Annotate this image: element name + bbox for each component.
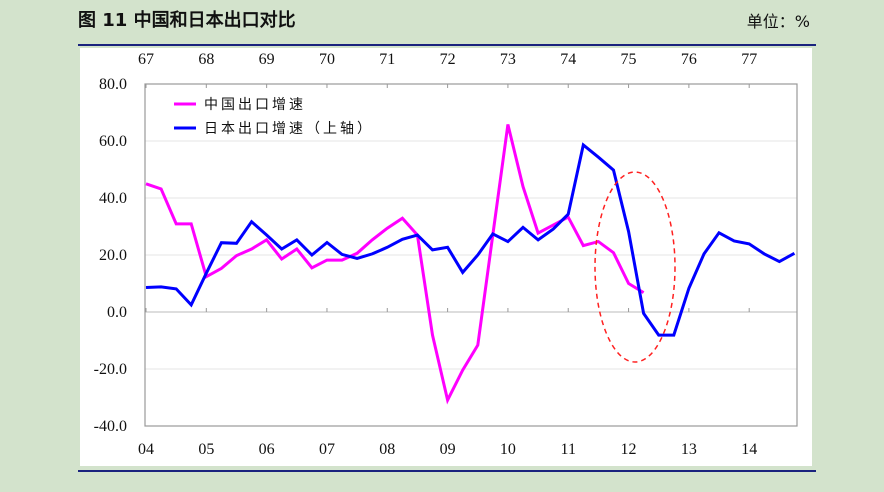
x-bottom-tick-label: 09 [440, 441, 456, 458]
series-line-japan [145, 142, 796, 337]
x-bottom-tick-label: 07 [319, 441, 335, 458]
x-bottom-tick-label: 08 [379, 441, 395, 458]
x-top-tick-label: 69 [259, 51, 275, 68]
x-top-tick-label: 77 [741, 51, 757, 68]
x-top-tick-label: 71 [379, 51, 395, 68]
y-tick-label: 40.0 [99, 190, 127, 207]
legend-label: 日本出口增速（上轴） [204, 121, 374, 137]
annotation-ellipse [594, 171, 676, 363]
x-bottom-tick-label: 12 [621, 441, 637, 458]
y-tick-label: 20.0 [99, 247, 127, 264]
x-top-tick-label: 67 [138, 51, 154, 68]
x-bottom-tick-label: 04 [138, 441, 154, 458]
y-tick-label: -20.0 [94, 361, 127, 378]
y-tick-label: 80.0 [99, 76, 127, 93]
bottom-rule [78, 470, 816, 472]
unit-label: 单位：% [746, 12, 810, 31]
x-bottom-tick-label: 11 [561, 441, 576, 458]
x-top-tick-label: 72 [440, 51, 456, 68]
x-top-tick-label: 76 [681, 51, 697, 68]
x-top-tick-label: 68 [198, 51, 214, 68]
x-top-tick-label: 74 [560, 51, 576, 68]
series-line-china [145, 124, 645, 405]
x-top-tick-label: 73 [500, 51, 516, 68]
x-bottom-tick-label: 10 [500, 441, 516, 458]
x-top-tick-label: 70 [319, 51, 335, 68]
x-top-tick-label: 75 [621, 51, 637, 68]
chart-title: 图 11 中国和日本出口对比 [78, 10, 296, 31]
plot-frame [144, 83, 798, 427]
top-rule [78, 44, 816, 46]
y-tick-label: 60.0 [99, 133, 127, 150]
y-tick-label: 0.0 [107, 304, 127, 321]
x-bottom-tick-label: 14 [741, 441, 757, 458]
legend-label: 中国出口增速 [204, 97, 306, 113]
x-bottom-tick-label: 13 [681, 441, 697, 458]
x-bottom-tick-label: 05 [198, 441, 214, 458]
x-bottom-tick-label: 06 [259, 441, 275, 458]
y-tick-label: -40.0 [94, 418, 127, 435]
